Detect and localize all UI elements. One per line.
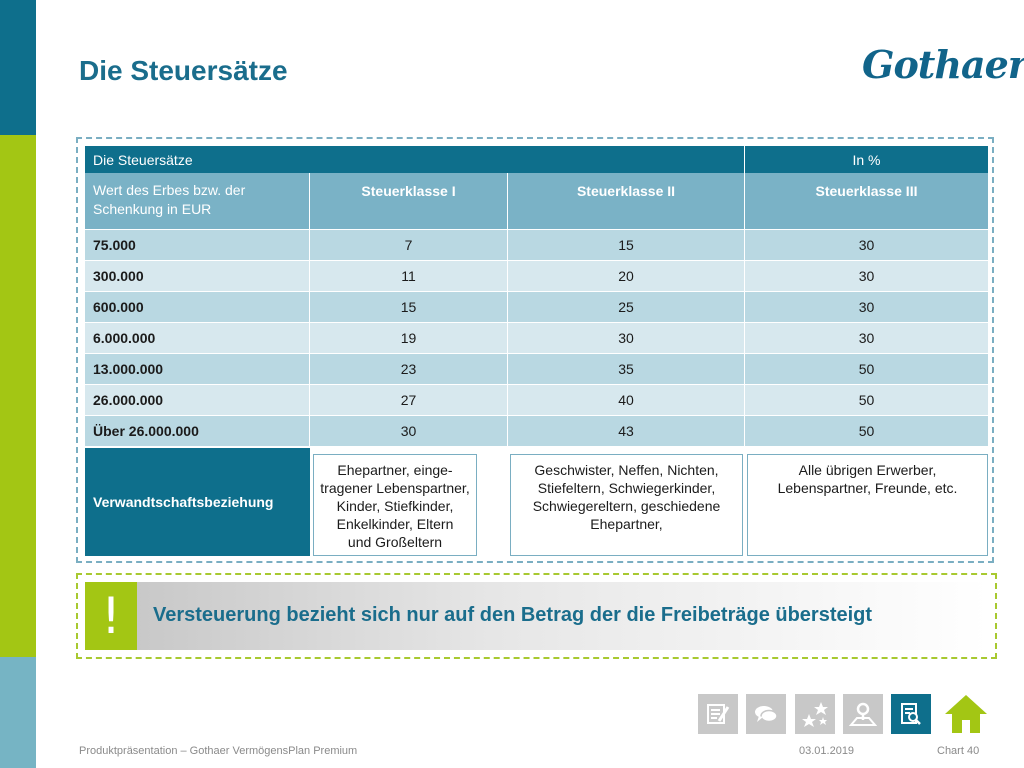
row-value: 75.000 (85, 230, 310, 260)
rate-class-3: 30 (858, 299, 875, 315)
page-title: Die Steuersätze (79, 55, 288, 86)
chat-icon[interactable] (746, 694, 786, 734)
column-header-class-2: Steuerklasse II (508, 173, 745, 229)
notes-icon[interactable] (698, 694, 738, 734)
relationship-row: Verwandtschaftsbeziehung Ehepartner, ein… (85, 448, 988, 556)
row-value: 26.000.000 (85, 385, 310, 415)
rate-class-2: 35 (508, 354, 745, 384)
rate-class-1: 23 (310, 354, 508, 384)
sidebar-top-band (0, 0, 36, 135)
table-row: 600.000 15 25 30 (85, 291, 988, 322)
table-row: 26.000.000 27 40 50 (85, 384, 988, 415)
row-value: 13.000.000 (85, 354, 310, 384)
footer-presentation-title: Produktpräsentation – Gothaer VermögensP… (79, 745, 358, 757)
rate-class-1: 15 (310, 292, 508, 322)
rate-class-3: 30 (858, 268, 875, 284)
note-banner (85, 582, 988, 650)
rate-class-1: 19 (310, 323, 508, 353)
rate-class-2: 40 (508, 385, 745, 415)
table-row: 300.000 11 20 30 (85, 260, 988, 291)
row-value: Über 26.000.000 (85, 416, 310, 446)
column-header-value: Wert des Erbes bzw. der Schenkung in EUR (85, 173, 310, 229)
table-header-title: Die Steuersätze (85, 146, 745, 173)
map-icon[interactable] (843, 694, 883, 734)
rate-class-2: 30 (508, 323, 745, 353)
table-subheader-row: Wert des Erbes bzw. der Schenkung in EUR… (85, 173, 988, 229)
table-row: 75.000 7 15 30 (85, 229, 988, 260)
home-icon[interactable] (943, 693, 989, 735)
row-value: 300.000 (85, 261, 310, 291)
relationship-class-1-box: Ehepartner, einge- tragener Lebenspartne… (313, 454, 477, 556)
table-header-row: Die Steuersätze In % (85, 146, 988, 173)
table-frame (76, 137, 994, 563)
table-header-unit: In % (852, 151, 881, 168)
rate-class-2: 15 (508, 230, 745, 260)
row-value: 600.000 (85, 292, 310, 322)
relationship-label: Verwandtschaftsbeziehung (85, 448, 310, 556)
rate-class-3: 50 (858, 392, 875, 408)
rate-class-2: 25 (508, 292, 745, 322)
footer-date: 03.01.2019 (799, 745, 855, 757)
table-row: 6.000.000 19 30 30 (85, 322, 988, 353)
column-header-class-1: Steuerklasse I (310, 173, 508, 229)
gothaer-logo: Gothaer (862, 42, 1024, 87)
stars-icon[interactable] (795, 694, 835, 734)
note-frame (76, 573, 997, 659)
exclamation-icon: ! (85, 582, 137, 650)
relationship-class-2-box: Geschwister, Neffen, Nichten, Stiefelter… (510, 454, 743, 556)
rate-class-2: 20 (508, 261, 745, 291)
rate-class-1: 7 (310, 230, 508, 260)
rate-class-3: 30 (858, 330, 875, 346)
sidebar-middle-band (0, 135, 36, 657)
rate-class-1: 27 (310, 385, 508, 415)
column-header-class-3: Steuerklasse III (815, 183, 918, 199)
search-document-icon[interactable] (891, 694, 931, 734)
rate-class-3: 30 (858, 237, 875, 253)
table-row: Über 26.000.000 30 43 50 (85, 415, 988, 446)
rate-class-2: 43 (508, 416, 745, 446)
footer-chart-number: Chart 40 (937, 745, 980, 757)
rate-class-1: 30 (310, 416, 508, 446)
rate-class-1: 11 (310, 261, 508, 291)
rate-class-3: 50 (858, 361, 875, 377)
table-row: 13.000.000 23 35 50 (85, 353, 988, 384)
row-value: 6.000.000 (85, 323, 310, 353)
relationship-class-3-box: Alle übrigen Erwerber, Lebenspartner, Fr… (747, 454, 988, 556)
note-text: Versteuerung bezieht sich nur auf den Be… (153, 604, 873, 626)
sidebar-bottom-band (0, 657, 36, 768)
rate-class-3: 50 (858, 423, 875, 439)
